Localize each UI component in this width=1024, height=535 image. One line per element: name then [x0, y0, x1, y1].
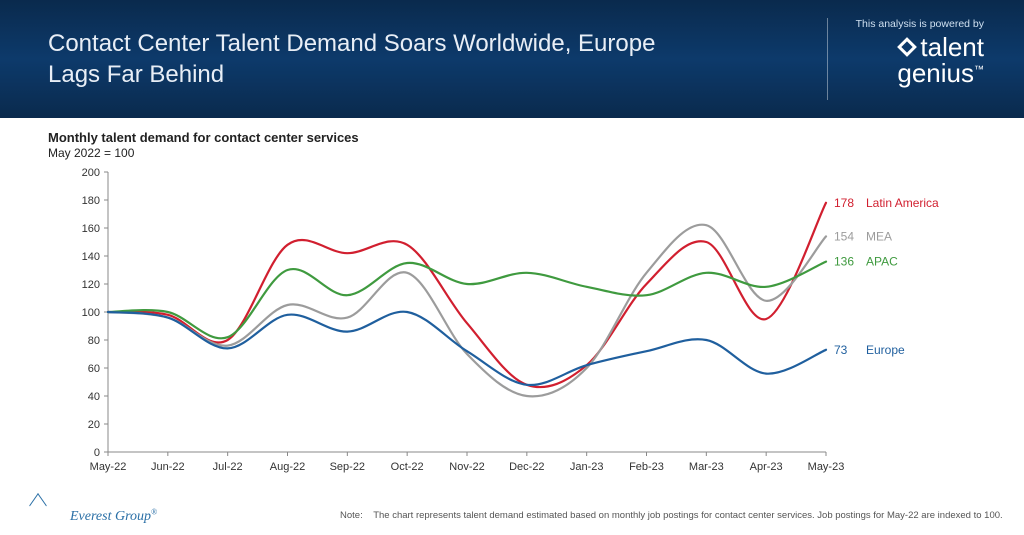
svg-text:73: 73: [834, 343, 848, 357]
svg-text:40: 40: [88, 391, 100, 403]
diamond-icon: [897, 37, 917, 57]
svg-text:Latin America: Latin America: [866, 196, 939, 210]
chart-title: Monthly talent demand for contact center…: [48, 130, 359, 145]
header-bar: Contact Center Talent Demand Soars World…: [0, 0, 1024, 118]
svg-text:160: 160: [82, 223, 100, 235]
svg-text:60: 60: [88, 363, 100, 375]
svg-text:0: 0: [94, 447, 100, 459]
svg-text:Nov-22: Nov-22: [449, 461, 484, 473]
powered-by-text: This analysis is powered by: [856, 18, 984, 30]
chart-canvas: 0 20 40 60 80 100 120 140 160 180 200 May-22 Jun-22 J…: [48, 162, 976, 482]
svg-text:Jul-22: Jul-22: [213, 461, 243, 473]
svg-text:154: 154: [834, 229, 854, 243]
svg-text:Oct-22: Oct-22: [391, 461, 424, 473]
svg-text:100: 100: [82, 307, 100, 319]
svg-text:Aug-22: Aug-22: [270, 461, 305, 473]
note-label: Note:: [340, 510, 363, 521]
page-title: Contact Center Talent Demand Soars World…: [48, 28, 688, 90]
note-text: The chart represents talent demand estim…: [373, 510, 1002, 521]
trademark-symbol: ™: [974, 64, 984, 75]
svg-text:MEA: MEA: [866, 229, 892, 243]
roof-icon: [38, 504, 66, 518]
talent-genius-logo: talent genius™: [856, 34, 984, 86]
svg-text:Feb-23: Feb-23: [629, 461, 664, 473]
chart-subtitle: May 2022 = 100: [48, 146, 134, 160]
svg-text:Europe: Europe: [866, 343, 905, 357]
svg-text:Jan-23: Jan-23: [570, 461, 604, 473]
everest-text: Everest Group: [70, 509, 151, 524]
chart-region: Monthly talent demand for contact center…: [0, 118, 1024, 535]
svg-text:20: 20: [88, 419, 100, 431]
logo-word-2: genius: [897, 58, 974, 88]
svg-text:Apr-23: Apr-23: [750, 461, 783, 473]
sponsor-logo: This analysis is powered by talent geniu…: [827, 18, 984, 100]
svg-text:May-23: May-23: [808, 461, 845, 473]
svg-text:120: 120: [82, 279, 100, 291]
svg-text:80: 80: [88, 335, 100, 347]
chart-footnote: Note: The chart represents talent demand…: [340, 510, 1003, 521]
svg-text:178: 178: [834, 196, 854, 210]
registered-symbol: ®: [151, 507, 157, 516]
svg-text:140: 140: [82, 251, 100, 263]
svg-text:Dec-22: Dec-22: [509, 461, 544, 473]
svg-text:May-22: May-22: [90, 461, 127, 473]
svg-text:Jun-22: Jun-22: [151, 461, 185, 473]
svg-text:APAC: APAC: [866, 255, 898, 269]
svg-text:200: 200: [82, 167, 100, 179]
svg-text:Sep-22: Sep-22: [330, 461, 365, 473]
everest-group-logo: Everest Group®: [38, 506, 157, 525]
svg-text:180: 180: [82, 195, 100, 207]
line-chart-svg: 0 20 40 60 80 100 120 140 160 180 200 May-22 Jun-22 J…: [48, 162, 976, 482]
svg-text:Mar-23: Mar-23: [689, 461, 724, 473]
svg-text:136: 136: [834, 255, 854, 269]
